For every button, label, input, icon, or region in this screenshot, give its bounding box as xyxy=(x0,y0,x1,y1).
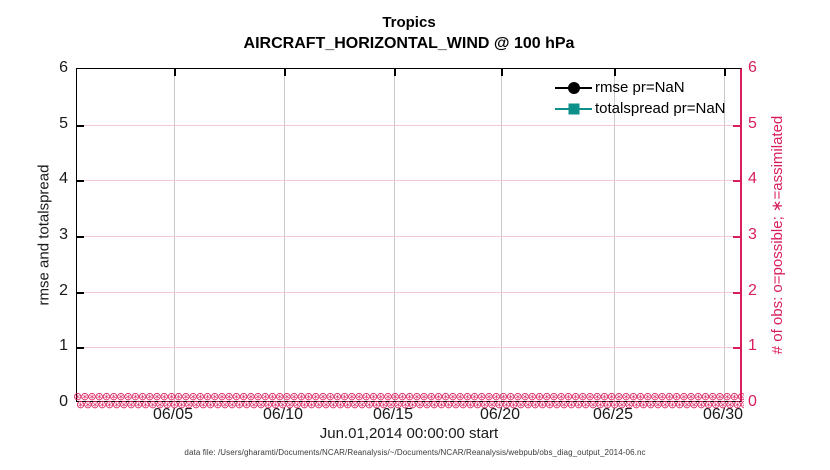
ytick-left: 5 xyxy=(59,115,68,132)
tick-mark xyxy=(394,69,396,76)
tick-mark xyxy=(77,125,84,127)
tick-mark xyxy=(733,236,740,238)
square-marker-icon xyxy=(568,103,579,114)
tick-mark xyxy=(733,125,740,127)
tick-mark xyxy=(614,69,616,76)
legend-label-totalspread: totalspread pr=NaN xyxy=(595,100,726,117)
legend: rmse pr=NaN totalspread pr=NaN xyxy=(555,77,726,119)
ytick-left: 4 xyxy=(59,170,68,187)
tick-mark xyxy=(733,292,740,294)
tick-mark xyxy=(77,347,84,349)
xtick: 06/15 xyxy=(372,406,414,423)
plot-title-variable: AIRCRAFT_HORIZONTAL_WIND @ 100 hPa xyxy=(243,35,575,52)
gridline-x xyxy=(501,69,502,401)
ytick-left: 6 xyxy=(59,59,68,76)
y-axis-label-right: # of obs: o=possible; ∗=assimilated xyxy=(769,115,786,355)
gridline-x xyxy=(394,69,395,401)
xtick: 06/30 xyxy=(702,406,744,423)
ytick-right: 2 xyxy=(748,282,757,299)
gridline-y xyxy=(77,180,740,181)
tick-mark xyxy=(77,292,84,294)
ytick-left: 1 xyxy=(59,337,68,354)
xtick: 06/10 xyxy=(262,406,304,423)
xtick: 06/05 xyxy=(152,406,194,423)
tick-mark xyxy=(77,180,84,182)
ytick-left: 2 xyxy=(59,282,68,299)
gridline-x xyxy=(724,69,725,401)
gridline-x xyxy=(284,69,285,401)
ytick-right: 1 xyxy=(748,337,757,354)
title-block: Tropics AIRCRAFT_HORIZONTAL_WIND @ 100 h… xyxy=(76,13,742,55)
ytick-right: 4 xyxy=(748,170,757,187)
tick-mark xyxy=(733,347,740,349)
legend-entry-rmse: rmse pr=NaN xyxy=(555,77,726,98)
ytick-left: 0 xyxy=(59,393,68,410)
plot-area: rmse pr=NaN totalspread pr=NaN ⊛⊛⊛⊛⊛⊛⊛⊛⊛… xyxy=(73,68,744,409)
rmse-line-sample xyxy=(555,81,592,95)
tick-mark xyxy=(724,69,726,76)
gridline-x xyxy=(614,69,615,401)
legend-label-rmse: rmse pr=NaN xyxy=(595,79,685,96)
tick-mark xyxy=(174,69,176,76)
tick-mark xyxy=(733,180,740,182)
gridline-y xyxy=(77,236,740,237)
ytick-right: 0 xyxy=(748,393,757,410)
ytick-right: 6 xyxy=(748,59,757,76)
plot-title-region: Tropics xyxy=(382,14,436,31)
circle-marker-icon xyxy=(567,81,580,94)
ytick-left: 3 xyxy=(59,226,68,243)
tick-mark xyxy=(77,236,84,238)
ytick-right: 5 xyxy=(748,115,757,132)
xtick: 06/25 xyxy=(592,406,634,423)
tick-mark xyxy=(501,69,503,76)
data-file-path: data file: /Users/gharamti/Documents/NCA… xyxy=(184,448,646,457)
y-axis-label-left: rmse and totalspread xyxy=(35,164,53,306)
obs-markers-row: ⊛⊛⊛⊛⊛⊛⊛⊛⊛⊛⊛⊛⊛⊛⊛⊛⊛⊛⊛⊛⊛⊛⊛⊛⊛⊛⊛⊛⊛⊛⊛⊛⊛⊛⊛⊛⊛⊛⊛⊛… xyxy=(76,397,744,409)
gridline-x xyxy=(174,69,175,401)
gridline-y xyxy=(77,292,740,293)
gridline-y xyxy=(77,347,740,348)
gridline-y xyxy=(77,125,740,126)
tick-mark xyxy=(284,69,286,76)
xtick: 06/20 xyxy=(479,406,521,423)
obs-count-marker-band: ⊛⊛⊛⊛⊛⊛⊛⊛⊛⊛⊛⊛⊛⊛⊛⊛⊛⊛⊛⊛⊛⊛⊛⊛⊛⊛⊛⊛⊛⊛⊛⊛⊛⊛⊛⊛⊛⊛⊛⊛… xyxy=(73,393,744,409)
totalspread-line-sample xyxy=(555,102,592,116)
x-axis-label: Jun.01,2014 00:00:00 start xyxy=(319,425,499,442)
legend-entry-totalspread: totalspread pr=NaN xyxy=(555,98,726,119)
obs-markers-row: ⊛⊛⊛⊛⊛⊛⊛⊛⊛⊛⊛⊛⊛⊛⊛⊛⊛⊛⊛⊛⊛⊛⊛⊛⊛⊛⊛⊛⊛⊛⊛⊛⊛⊛⊛⊛⊛⊛⊛⊛… xyxy=(73,393,744,403)
ytick-right: 3 xyxy=(748,226,757,243)
